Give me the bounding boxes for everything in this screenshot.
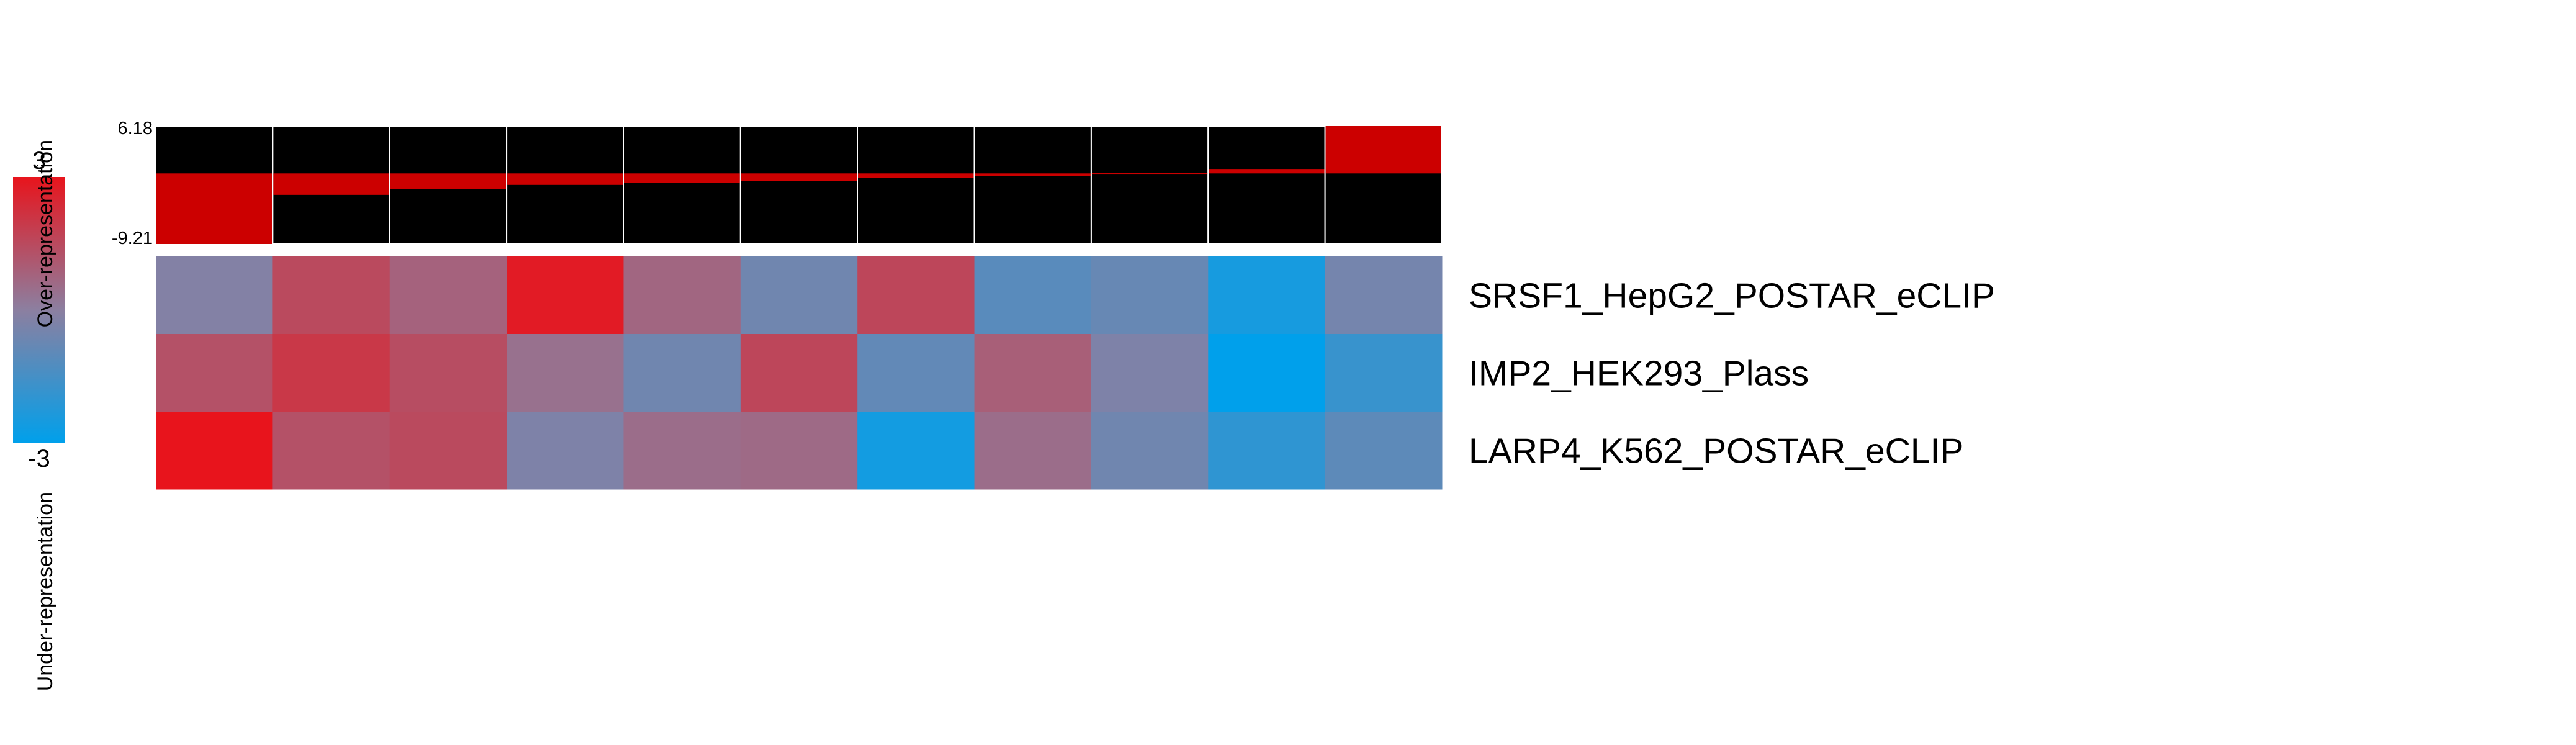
bar-panel-cell: [1090, 125, 1209, 245]
bar-panel-bar: [1091, 173, 1208, 175]
heatmap-cell: [156, 412, 273, 490]
heatmap-cell: [974, 334, 1092, 412]
heatmap-cell: [623, 412, 741, 490]
bar-panel-bar: [858, 173, 974, 178]
row-label: IMP2_HEK293_Plass: [1469, 354, 1809, 394]
bar-panel-bar: [507, 173, 623, 185]
bar-panel-bar: [741, 173, 857, 181]
bar-panel-bar: [1209, 169, 1325, 174]
heatmap-cell: [272, 412, 390, 490]
heatmap-cell: [389, 412, 507, 490]
heatmap-cell: [740, 334, 858, 412]
bar-panel: 6.18 -9.21: [112, 119, 1443, 248]
heatmap-cell: [857, 412, 975, 490]
heatmap-cell: [507, 412, 624, 490]
heatmap-cell: [1325, 256, 1443, 335]
heatmap-cell: [623, 256, 741, 335]
heatmap-cell: [974, 412, 1092, 490]
bar-panel-cell: [857, 125, 975, 245]
bar-panel-cell: [623, 125, 741, 245]
legend-max-label: 3: [32, 147, 46, 174]
bar-panel-bar: [975, 173, 1091, 176]
heatmap-cell: [272, 334, 390, 412]
heatmap-cell: [507, 334, 624, 412]
heatmap-cell: [1325, 412, 1443, 490]
heatmap-cell: [1208, 412, 1326, 490]
heatmap-cell: [1325, 334, 1443, 412]
heatmap-cell: [272, 256, 390, 335]
heatmap-cell: [623, 334, 741, 412]
row-labels: SRSF1_HepG2_POSTAR_eCLIP IMP2_HEK293_Plas…: [1469, 276, 1995, 471]
heatmap-cell: [389, 256, 507, 335]
heatmap-cell: [857, 334, 975, 412]
heatmap-cell: [1208, 334, 1326, 412]
heatmap-cell: [974, 256, 1092, 335]
heatmap-cell: [857, 256, 975, 335]
bar-panel-bar: [624, 173, 740, 183]
row-label: SRSF1_HepG2_POSTAR_eCLIP: [1469, 276, 1995, 316]
bar-panel-bar: [156, 173, 272, 244]
row-label: LARP4_K562_POSTAR_eCLIP: [1469, 431, 1963, 471]
heatmap-cell: [1091, 256, 1209, 335]
bar-panel-cell: [1207, 125, 1326, 245]
heatmap-cell: [156, 334, 273, 412]
heatmap-cell: [389, 334, 507, 412]
heatmap-cell: [1208, 256, 1326, 335]
bar-panel-cell: [739, 125, 858, 245]
bar-panel-max-label: 6.18: [118, 119, 153, 138]
bar-panel-bar: [1325, 126, 1441, 174]
heatmap-cell: [507, 256, 624, 335]
legend-gradient-bar: [13, 177, 65, 443]
legend-bottom-caption: Under-representation: [34, 492, 57, 691]
heatmap-cells: [156, 256, 1443, 490]
heatmap-cell: [156, 256, 273, 335]
color-legend: 3 -3 Over-representation Under-represent…: [13, 140, 65, 691]
bar-panel-bar: [273, 173, 389, 195]
bar-panel-bar: [390, 173, 507, 189]
heatmap-cell: [740, 256, 858, 335]
bar-panel-min-label: -9.21: [112, 228, 153, 248]
bar-panel-cell: [973, 125, 1092, 245]
heatmap-cell: [740, 412, 858, 490]
heatmap-cell: [1091, 334, 1209, 412]
bar-panel-cell: [506, 125, 624, 245]
legend-min-label: -3: [28, 445, 50, 472]
legend-top-caption: Over-representation: [34, 140, 57, 327]
heatmap-cell: [1091, 412, 1209, 490]
